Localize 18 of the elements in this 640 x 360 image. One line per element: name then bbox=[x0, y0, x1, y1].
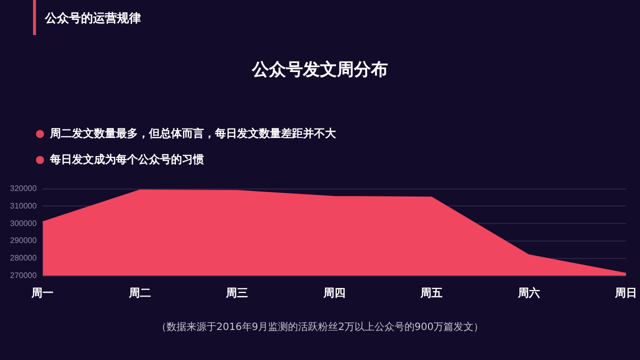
x-tick-label: 周四 bbox=[322, 287, 346, 300]
text: 周二发文数量最多，但总体而言，每日发文数量差距并不大 bbox=[50, 126, 336, 141]
x-tick-label: 周二 bbox=[128, 287, 151, 300]
y-tick-label: 290000 bbox=[10, 236, 38, 246]
x-tick-label: 周日 bbox=[614, 287, 637, 300]
y-tick-label: 270000 bbox=[10, 271, 38, 280]
y-tick-label: 300000 bbox=[10, 218, 38, 228]
text: 每日发文成为每个公众号的习惯 bbox=[50, 152, 204, 167]
x-tick-label: 周三 bbox=[225, 287, 248, 300]
x-tick-label: 周六 bbox=[516, 286, 540, 300]
y-tick-label: 280000 bbox=[10, 254, 38, 263]
text: 公众号的运营规律 bbox=[45, 10, 141, 27]
text: （数据来源于2016年9月监测的活跃粉丝2万以上公众号的900万篇发文） bbox=[155, 320, 485, 334]
y-tick-label: 310000 bbox=[10, 201, 38, 210]
y-tick-label: 320000 bbox=[10, 184, 38, 194]
x-tick-label: 周五 bbox=[420, 287, 443, 300]
x-tick-label: 周一 bbox=[30, 287, 54, 300]
chart-title: 公众号发文周分布 bbox=[250, 59, 389, 81]
